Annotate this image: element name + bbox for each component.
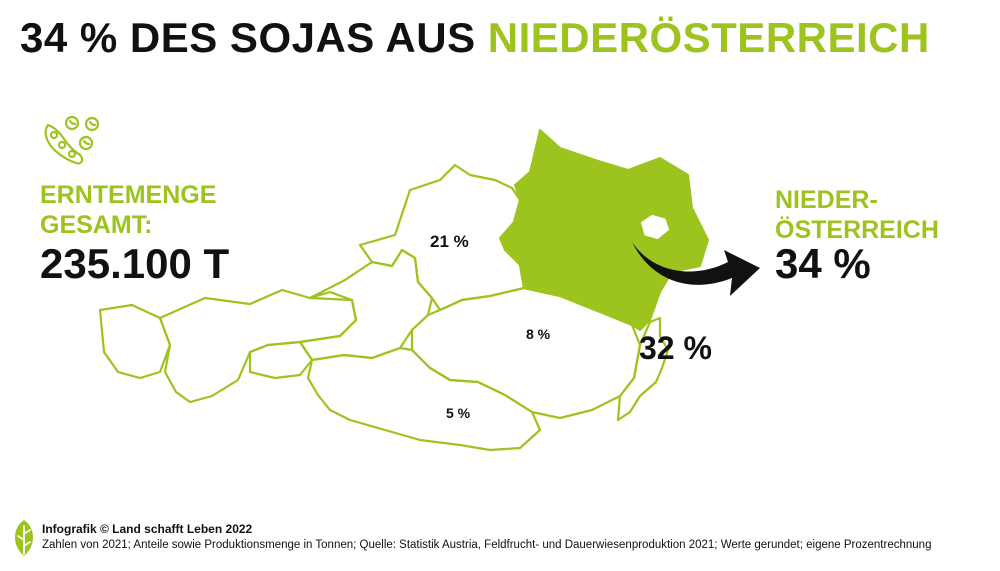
title-main: 34 % DES SOJAS AUS [20, 14, 476, 61]
region-label-steiermark: 8 % [526, 326, 551, 342]
region-label-kaernten: 5 % [446, 405, 471, 421]
region-label-burgenland: 32 % [639, 330, 712, 366]
harvest-label: ERNTEMENGE GESAMT: [40, 180, 216, 240]
austria-map [98, 129, 709, 452]
region-vorarlberg [98, 303, 172, 380]
title-accent: NIEDERÖSTERREICH [487, 14, 930, 61]
highlight-label: NIEDER- ÖSTERREICH [775, 185, 939, 245]
harvest-label-line1: ERNTEMENGE [40, 181, 217, 209]
region-wien [639, 213, 671, 241]
harvest-label-line2: GESAMT: [40, 211, 153, 239]
region-tirol [158, 288, 358, 404]
region-niederoesterreich [499, 129, 709, 331]
region-label-oberoesterreich: 21 % [430, 232, 469, 251]
highlight-label-line2: ÖSTERREICH [775, 216, 939, 244]
region-burgenland [616, 316, 670, 422]
curved-arrow-icon [632, 242, 760, 296]
region-kaernten [306, 346, 542, 452]
soybean-icon [44, 115, 100, 165]
footer-note: Zahlen von 2021; Anteile sowie Produktio… [42, 539, 932, 551]
leaf-logo-icon [15, 520, 33, 556]
harvest-value: 235.100 T [40, 240, 230, 287]
highlight-label-line1: NIEDER- [775, 186, 878, 214]
highlight-value: 34 % [775, 240, 871, 287]
page-title: 34 % DES SOJAS AUS NIEDERÖSTERREICH [20, 14, 930, 62]
footer-credit: Infografik © Land schafft Leben 2022 [42, 522, 253, 536]
